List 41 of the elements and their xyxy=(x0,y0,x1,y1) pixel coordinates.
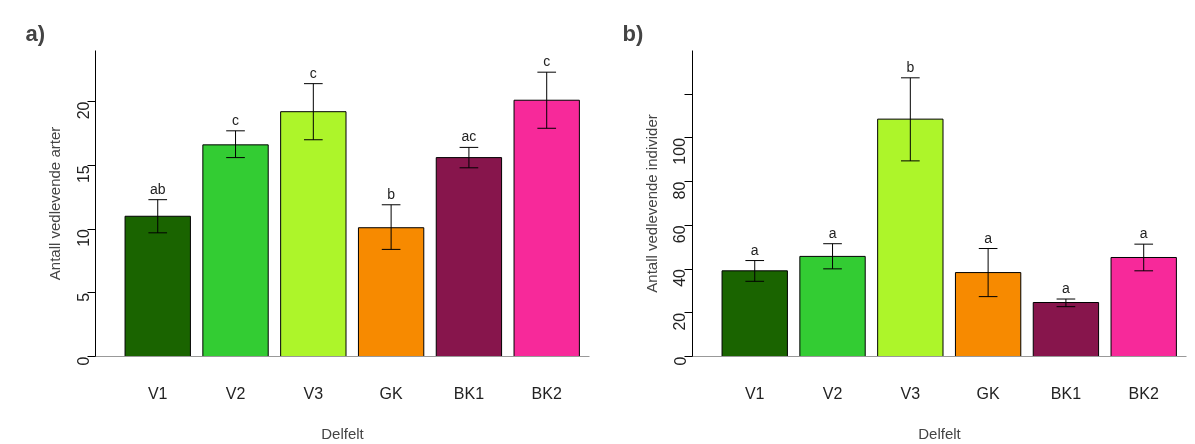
y-tick-label: 20 xyxy=(74,101,92,120)
y-tick-label: 5 xyxy=(74,292,92,302)
annotation: b xyxy=(387,185,396,202)
x-tick-label: V3 xyxy=(303,384,324,402)
annotation: c xyxy=(232,111,240,128)
x-tick-label: GK xyxy=(379,384,404,402)
x-tick-label: BK2 xyxy=(531,384,562,402)
x-axis-title: Delfelt xyxy=(321,424,365,442)
annotation: a xyxy=(1139,225,1148,242)
x-tick-label: V1 xyxy=(744,384,765,402)
chart-title: b) xyxy=(622,20,644,46)
x-tick-label: V1 xyxy=(147,384,168,402)
y-tick-label: 80 xyxy=(671,181,689,200)
annotation: ab xyxy=(149,180,166,197)
y-tick-label: 20 xyxy=(671,312,689,331)
annotation: a xyxy=(984,229,993,246)
x-tick-label: GK xyxy=(976,384,1001,402)
annotation: a xyxy=(750,241,759,258)
y-tick-label: 100 xyxy=(671,137,689,165)
x-tick-label: V2 xyxy=(822,384,843,402)
annotation: ac xyxy=(461,128,477,145)
x-tick-label: V2 xyxy=(225,384,246,402)
y-tick-label: 0 xyxy=(74,356,92,366)
x-tick-label: BK1 xyxy=(453,384,485,402)
x-tick-label: BK1 xyxy=(1050,384,1082,402)
chart-title: a) xyxy=(25,20,46,46)
annotation: a xyxy=(828,224,837,241)
x-axis-title: Delfelt xyxy=(918,424,962,442)
y-axis-title: Antall vedlevende arter xyxy=(45,126,63,281)
y-tick-label: 0 xyxy=(671,356,689,366)
y-tick-label: 60 xyxy=(671,225,689,244)
annotation: c xyxy=(543,53,551,70)
x-tick-label: BK2 xyxy=(1128,384,1159,402)
y-tick-label: 15 xyxy=(74,165,92,184)
y-tick-label: 10 xyxy=(74,228,92,247)
annotation: a xyxy=(1062,280,1071,297)
annotation: b xyxy=(906,58,915,75)
y-tick-label: 40 xyxy=(671,268,689,287)
annotation: c xyxy=(309,64,317,81)
x-tick-label: V3 xyxy=(900,384,921,402)
y-axis-title: Antall vedlevende individer xyxy=(642,114,660,293)
